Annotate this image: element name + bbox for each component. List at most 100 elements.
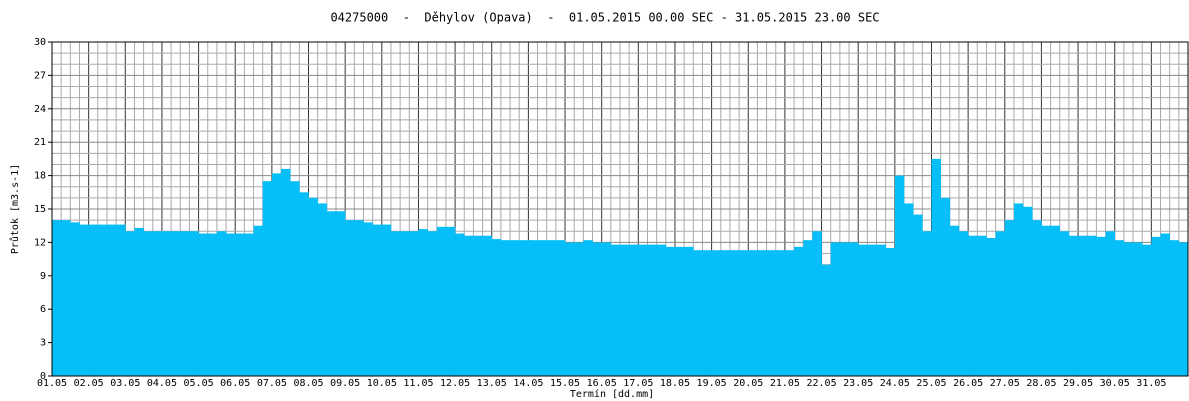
area-step bbox=[1050, 225, 1061, 376]
area-step bbox=[674, 246, 685, 376]
area-step bbox=[52, 220, 62, 376]
area-step bbox=[1178, 242, 1189, 376]
x-tick-label: 12.05 bbox=[440, 378, 470, 389]
x-tick-label: 05.05 bbox=[184, 378, 214, 389]
y-tick-label: 21 bbox=[34, 137, 46, 148]
area-step bbox=[1105, 231, 1116, 376]
area-step bbox=[1013, 203, 1024, 376]
area-step bbox=[839, 242, 850, 376]
area-step bbox=[729, 250, 740, 376]
x-tick-label: 04.05 bbox=[147, 378, 177, 389]
area-step bbox=[61, 220, 71, 376]
area-step bbox=[656, 244, 667, 376]
x-tick-label: 27.05 bbox=[990, 378, 1020, 389]
area-step bbox=[134, 227, 144, 376]
area-step bbox=[940, 197, 951, 376]
area-step bbox=[803, 240, 813, 376]
area-step bbox=[720, 250, 731, 376]
area-step bbox=[464, 235, 474, 376]
x-tick-label: 20.05 bbox=[733, 378, 763, 389]
y-tick-label: 18 bbox=[34, 171, 46, 182]
area-step bbox=[317, 203, 328, 376]
area-step bbox=[757, 250, 767, 376]
area-step bbox=[546, 240, 557, 376]
y-tick-label: 27 bbox=[34, 70, 46, 81]
area-step bbox=[262, 181, 273, 376]
area-step bbox=[207, 233, 218, 376]
x-tick-label: 29.05 bbox=[1063, 378, 1093, 389]
area-step bbox=[1023, 206, 1033, 376]
area-step bbox=[152, 231, 163, 376]
area-step bbox=[867, 244, 877, 376]
x-tick-label: 21.05 bbox=[770, 378, 800, 389]
area-step bbox=[491, 239, 502, 376]
x-tick-label: 16.05 bbox=[587, 378, 617, 389]
area-step bbox=[326, 211, 337, 376]
x-tick-label: 03.05 bbox=[110, 378, 140, 389]
x-tick-label: 06.05 bbox=[220, 378, 250, 389]
x-tick-label: 02.05 bbox=[74, 378, 104, 389]
area-step bbox=[281, 168, 291, 376]
area-step bbox=[500, 240, 511, 376]
area-step bbox=[739, 250, 749, 376]
area-step bbox=[97, 224, 108, 376]
x-tick-label: 13.05 bbox=[477, 378, 507, 389]
x-tick-label: 09.05 bbox=[330, 378, 360, 389]
area-step bbox=[958, 231, 969, 376]
x-tick-label: 11.05 bbox=[403, 378, 433, 389]
area-step bbox=[821, 264, 832, 376]
area-step bbox=[968, 235, 978, 376]
area-step bbox=[381, 224, 392, 376]
area-step bbox=[418, 229, 428, 376]
area-step bbox=[171, 231, 181, 376]
area-step bbox=[1160, 233, 1170, 376]
area-step bbox=[1087, 235, 1097, 376]
area-step bbox=[1059, 231, 1070, 376]
area-step bbox=[427, 231, 438, 376]
area-step bbox=[629, 244, 639, 376]
x-tick-label: 14.05 bbox=[513, 378, 543, 389]
area-step bbox=[702, 250, 712, 376]
y-axis-label: Průtok [m3.s-1] bbox=[9, 164, 21, 254]
area-step bbox=[519, 240, 529, 376]
area-step bbox=[1114, 240, 1125, 376]
area-step bbox=[620, 244, 630, 376]
area-step bbox=[748, 250, 758, 376]
x-tick-label: 24.05 bbox=[880, 378, 910, 389]
area-step bbox=[1151, 236, 1161, 376]
area-step bbox=[372, 224, 383, 376]
x-tick-label: 31.05 bbox=[1136, 378, 1166, 389]
area-step bbox=[922, 231, 932, 376]
area-step bbox=[363, 222, 373, 376]
x-tick-label: 15.05 bbox=[550, 378, 580, 389]
area-step bbox=[354, 220, 364, 376]
x-tick-label: 25.05 bbox=[916, 378, 946, 389]
y-tick-label: 6 bbox=[40, 304, 46, 315]
area-step bbox=[400, 231, 410, 376]
area-step bbox=[904, 203, 914, 376]
area-step bbox=[473, 235, 483, 376]
x-tick-label: 28.05 bbox=[1026, 378, 1056, 389]
area-step bbox=[784, 250, 795, 376]
area-step bbox=[913, 214, 923, 376]
area-step bbox=[1041, 225, 1051, 376]
area-step bbox=[161, 231, 172, 376]
area-step bbox=[70, 222, 80, 376]
area-step bbox=[143, 231, 154, 376]
area-step bbox=[390, 231, 401, 376]
y-tick-label: 9 bbox=[40, 271, 46, 282]
area-step bbox=[555, 240, 566, 376]
area-step bbox=[830, 242, 841, 376]
x-tick-label: 10.05 bbox=[367, 378, 397, 389]
area-step bbox=[409, 231, 419, 376]
area-step bbox=[565, 242, 575, 376]
area-step bbox=[1169, 240, 1180, 376]
x-tick-label: 23.05 bbox=[843, 378, 873, 389]
area-step bbox=[583, 240, 593, 376]
area-step bbox=[638, 244, 648, 376]
area-step bbox=[610, 244, 621, 376]
area-step bbox=[885, 247, 896, 376]
x-tick-label: 30.05 bbox=[1100, 378, 1130, 389]
